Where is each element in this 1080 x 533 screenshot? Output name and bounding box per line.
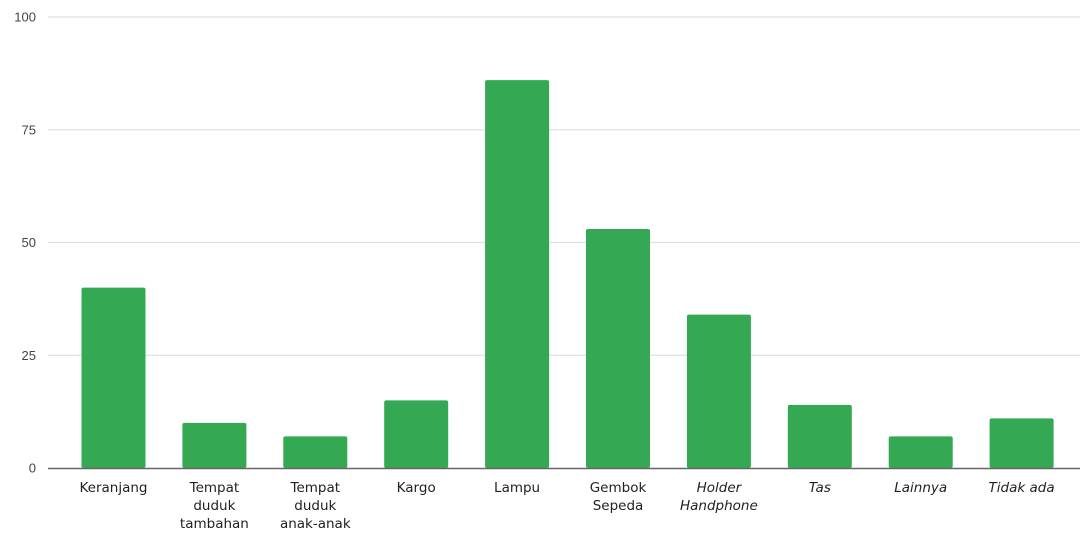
bar-1 <box>182 422 247 468</box>
x-tick-label-6-line-1: Handphone <box>680 498 758 514</box>
bar-3 <box>384 400 449 468</box>
x-tick-label-4-line-0: Lampu <box>494 480 540 496</box>
x-tick-label-9-line-0: Tidak ada <box>989 480 1055 496</box>
bar-5 <box>586 228 650 468</box>
x-tick-label-3-line-0: Kargo <box>397 480 436 496</box>
y-axis-tick-labels: 0 25 50 75 100 <box>14 10 36 476</box>
y-tick-label-50: 50 <box>22 235 36 250</box>
x-tick-label-7: Tas <box>809 480 831 496</box>
x-tick-label-8: Lainnya <box>894 480 947 496</box>
bar-2 <box>283 436 348 468</box>
x-tick-label-1: Tempat duduk tambahan <box>180 480 249 532</box>
x-tick-label-5-line-1: Sepeda <box>593 498 644 514</box>
y-tick-label-100: 100 <box>14 10 36 25</box>
x-tick-label-4: Lampu <box>494 480 540 496</box>
x-tick-label-9: Tidak ada <box>989 480 1055 496</box>
x-tick-label-5-line-0: Gembok <box>590 480 647 496</box>
x-tick-label-6: Holder Handphone <box>680 480 758 514</box>
x-axis-category-labels: Keranjang Tempat duduk tambahan Tempat duduk a… <box>79 480 1054 532</box>
x-tick-label-1-line-0: Tempat <box>189 480 240 496</box>
x-tick-label-8-line-0: Lainnya <box>894 480 947 496</box>
x-tick-label-7-line-0: Tas <box>809 480 831 496</box>
x-tick-label-1-line-1: duduk <box>193 498 235 514</box>
x-tick-label-2: Tempat duduk anak-anak <box>280 480 351 532</box>
bars <box>81 80 1054 468</box>
bar-4 <box>485 80 550 468</box>
bar-6 <box>686 314 751 468</box>
bar-9 <box>989 418 1054 468</box>
gridlines <box>48 16 1080 356</box>
x-tick-label-0: Keranjang <box>79 480 147 496</box>
y-tick-label-75: 75 <box>22 122 36 137</box>
x-tick-label-3: Kargo <box>397 480 436 496</box>
y-tick-label-25: 25 <box>22 348 36 363</box>
x-tick-label-2-line-1: duduk <box>294 498 336 514</box>
bar-0 <box>81 287 146 468</box>
x-tick-label-0-line-0: Keranjang <box>79 480 147 496</box>
x-tick-label-2-line-2: anak-anak <box>280 516 351 532</box>
x-tick-label-1-line-2: tambahan <box>180 516 249 532</box>
x-tick-label-6-line-0: Holder <box>697 480 743 496</box>
bar-7 <box>787 404 852 468</box>
x-tick-label-2-line-0: Tempat <box>290 480 341 496</box>
y-tick-label-0: 0 <box>29 461 36 476</box>
bar-8 <box>888 436 953 468</box>
x-tick-label-5: Gembok Sepeda <box>590 480 647 514</box>
